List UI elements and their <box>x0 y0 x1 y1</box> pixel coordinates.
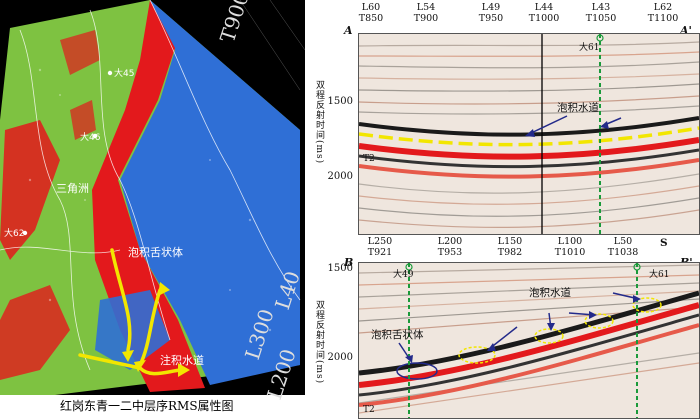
well-label-da45: 大45 <box>114 69 135 79</box>
lower-header-2-trace: T982 <box>497 247 523 258</box>
upper-header-3-line: L44 <box>534 2 554 13</box>
upper-header-2-trace: T950 <box>478 13 504 24</box>
upper-header-5-line: L62 <box>653 2 673 13</box>
lower-corner-b: B <box>344 256 354 269</box>
upper-header-3: L44 T1000 <box>521 2 567 24</box>
upper-header-4-line: L43 <box>591 2 611 13</box>
lower-header-4-trace: T1038 <box>607 247 639 258</box>
upper-header-5: L62 T1100 <box>640 2 686 24</box>
upper-header-1: L54 T900 <box>403 2 449 24</box>
lower-header-4-line: L50 <box>613 236 633 247</box>
upper-corner-a-prime: A' <box>680 24 692 37</box>
upper-header-1-trace: T900 <box>413 13 439 24</box>
lower-header-0: L250 T921 <box>357 236 403 258</box>
lower-header-2: L150 T982 <box>487 236 533 258</box>
facies-label-tongue: 泡积舌状体 <box>128 246 183 259</box>
lower-y-tick-2000: 2000 <box>327 352 353 363</box>
upper-header-3-trace: T1000 <box>528 13 560 24</box>
lower-header-4: L50 T1038 <box>600 236 646 258</box>
lower-header-3: L100 T1010 <box>547 236 593 258</box>
lower-header-3-trace: T1010 <box>554 247 586 258</box>
lower-header-0-line: L250 <box>367 236 393 247</box>
upper-y-axis-label: 双程反射时间(ms) <box>314 80 324 165</box>
upper-header-2: L49 T950 <box>468 2 514 24</box>
upper-y-tick-1500: 1500 <box>327 96 353 107</box>
lower-annotation-channel: 泡积水道 <box>529 287 571 299</box>
lower-well-label-da49: 大49 <box>393 270 414 280</box>
upper-header-4-trace: T1050 <box>585 13 617 24</box>
lower-header-1-line: L200 <box>437 236 463 247</box>
upper-annotation-channel: 泡积水道 <box>557 102 599 114</box>
lower-header-1-trace: T953 <box>437 247 463 258</box>
lower-annotation-tongue: 泡积舌状体 <box>371 329 424 341</box>
upper-y-tick-2000: 2000 <box>327 171 353 182</box>
upper-seismic-section: 大61 泡积水道 T2 <box>358 33 700 235</box>
lower-horizon-label: T2 <box>363 405 375 415</box>
lower-header-1: L200 T953 <box>427 236 473 258</box>
upper-horizon-label: T2 <box>363 154 375 164</box>
well-label-da46: 大46 <box>80 133 101 143</box>
lower-well-label-da61: 大61 <box>649 270 670 280</box>
lower-header-0-trace: T921 <box>367 247 393 258</box>
rms-map-graphic <box>0 0 305 395</box>
upper-header-0-line: L60 <box>361 2 381 13</box>
lower-y-tick-1500: 1500 <box>327 263 353 274</box>
facies-label-channel: 注积水道 <box>160 354 204 367</box>
upper-seismic-graphic <box>359 34 699 234</box>
upper-well-label: 大61 <box>579 43 600 53</box>
lower-y-axis-label: 双程反射时间(ms) <box>314 300 324 385</box>
upper-header-5-trace: T1100 <box>647 13 679 24</box>
well-label-da62: 大62 <box>4 229 25 239</box>
map-caption: 红岗东青一二中层序RMS属性图 <box>60 399 234 413</box>
upper-header-4: L43 T1050 <box>578 2 624 24</box>
lower-direction-label: S <box>660 237 668 249</box>
upper-header-0-trace: T850 <box>358 13 384 24</box>
lower-seismic-section: 大49 大61 泡积水道 泡积舌状体 T2 <box>358 262 700 419</box>
rms-attribute-map: 大45 大46 三角洲 大62 泡积舌状体 注积水道 T900 L40 L300… <box>0 0 305 402</box>
lower-seismic-graphic <box>359 263 699 418</box>
lower-header-2-line: L150 <box>497 236 523 247</box>
lower-header-3-line: L100 <box>557 236 583 247</box>
upper-header-2-line: L49 <box>481 2 501 13</box>
facies-label-delta: 三角洲 <box>56 182 89 195</box>
upper-corner-a: A <box>344 24 353 37</box>
upper-header-1-line: L54 <box>416 2 436 13</box>
upper-header-0: L60 T850 <box>348 2 394 24</box>
